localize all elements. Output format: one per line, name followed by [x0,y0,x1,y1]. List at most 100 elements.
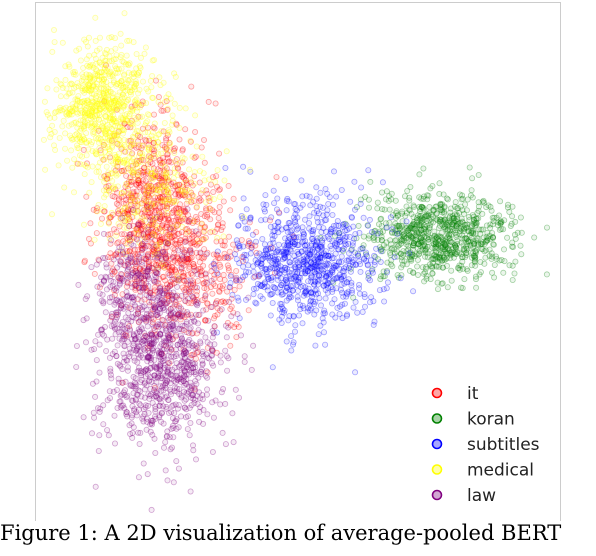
scatter-point [125,189,132,196]
scatter-point [130,230,137,237]
scatter-point [143,366,150,373]
scatter-point [121,10,128,17]
scatter-point [142,234,149,241]
scatter-point [213,183,220,190]
scatter-point [486,246,493,253]
scatter-point [192,153,199,160]
scatter-point [146,264,153,271]
scatter-point [352,298,359,305]
scatter-point [501,217,508,224]
scatter-point [307,307,314,314]
scatter-point [102,57,109,64]
scatter-point [320,319,327,326]
scatter-point [246,239,253,246]
scatter-point [222,441,229,448]
scatter-point [263,271,270,278]
scatter-point [169,264,176,271]
scatter-point [157,82,164,89]
scatter-point [531,234,538,241]
scatter-point [243,252,250,259]
scatter-point [100,421,107,428]
scatter-point [125,350,132,357]
scatter-point [183,180,190,187]
scatter-point [182,226,189,233]
scatter-point [254,252,261,259]
scatter-point [487,235,494,242]
scatter-point [129,294,136,301]
scatter-point [245,269,252,276]
scatter-point [175,305,182,312]
scatter-point [90,64,97,71]
scatter-point [144,201,151,208]
scatter-point [186,342,193,349]
scatter-point [186,166,193,173]
scatter-point [189,314,196,321]
scatter-point [188,179,195,186]
scatter-point [181,179,188,186]
scatter-point [406,250,413,257]
scatter-point [159,193,166,200]
scatter-point [176,104,183,111]
scatter-point [238,236,245,243]
scatter-point [120,59,127,66]
scatter-point [228,313,235,320]
scatter-point [271,253,278,260]
scatter-point [270,187,277,194]
scatter-point [189,192,196,199]
scatter-point [181,172,188,179]
scatter-point [121,168,128,175]
scatter-point [466,164,473,171]
scatter-point [138,298,145,305]
scatter-point [203,251,210,258]
scatter-point [170,179,177,186]
scatter-point [135,153,142,160]
scatter-point [214,252,221,259]
scatter-point [105,85,112,92]
scatter-point [152,449,159,456]
scatter-point [393,208,400,215]
scatter-point [153,323,160,330]
scatter-point [150,165,157,172]
scatter-point [512,258,519,265]
scatter-point [164,285,171,292]
scatter-point [360,214,367,221]
scatter-point [95,163,102,170]
scatter-point [444,196,451,203]
scatter-point [116,195,123,202]
scatter-point [343,312,350,319]
scatter-point [121,142,128,149]
scatter-point [162,250,169,257]
scatter-point [145,229,152,236]
scatter-point [397,275,404,282]
scatter-point [175,221,182,228]
scatter-point [374,236,381,243]
scatter-point [320,310,327,317]
scatter-point [179,223,186,230]
scatter-point [151,120,158,127]
scatter-point [135,280,142,287]
scatter-point [127,106,134,113]
scatter-point [199,391,206,398]
scatter-point [175,218,182,225]
scatter-point [195,238,202,245]
scatter-point [142,190,149,197]
scatter-point [245,307,252,314]
scatter-point [162,195,169,202]
scatter-point [122,331,129,338]
scatter-point [106,214,113,221]
scatter-point [149,160,156,167]
scatter-point [133,192,140,199]
scatter-point [129,194,136,201]
scatter-point [83,193,90,200]
scatter-point [139,125,146,132]
scatter-point [260,201,267,208]
scatter-point [148,239,155,246]
scatter-point [115,210,122,217]
scatter-point [111,301,118,308]
scatter-point [133,181,140,188]
scatter-point [150,248,157,255]
scatter-point [329,288,336,295]
scatter-point [192,228,199,235]
scatter-point [126,326,133,333]
scatter-point [242,225,249,232]
